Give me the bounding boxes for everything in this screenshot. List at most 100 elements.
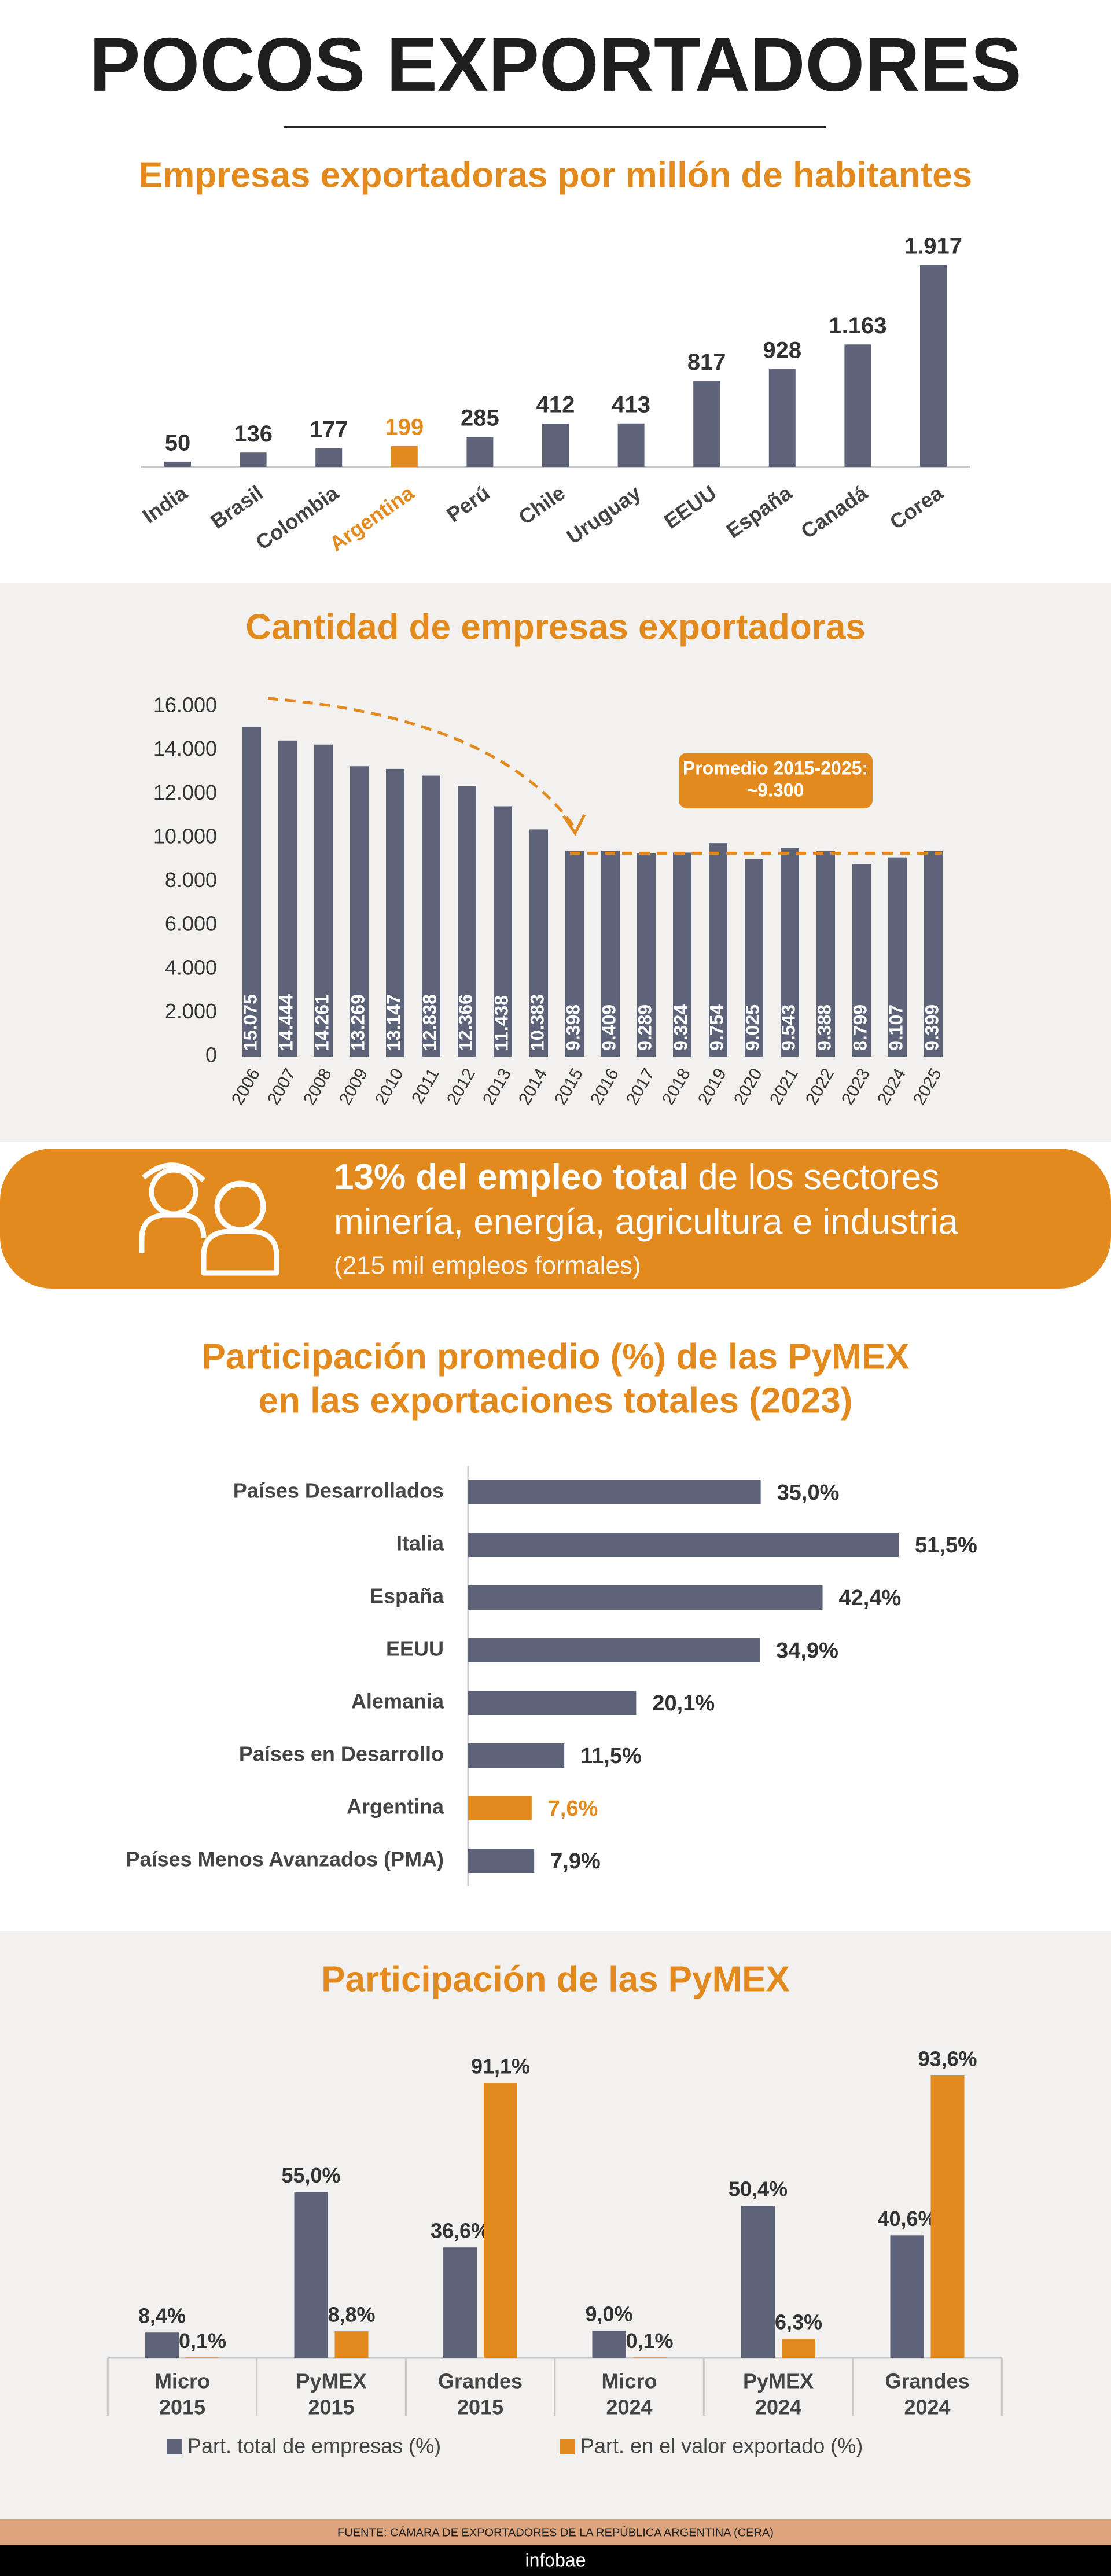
bar — [443, 2247, 477, 2358]
bar — [145, 2332, 179, 2358]
y-tick-label: Países Desarrollados — [233, 1479, 444, 1503]
bar — [741, 2206, 775, 2358]
people-icon — [139, 1162, 279, 1276]
y-tick-label: Países en Desarrollo — [239, 1742, 444, 1766]
chart-title: Participación de las PyMEX — [321, 1959, 790, 1999]
value-label: 10.383 — [527, 994, 547, 1051]
value-label: 9.398 — [562, 1004, 583, 1051]
value-label: 13.147 — [383, 994, 404, 1051]
value-label: 7,6% — [548, 1797, 598, 1821]
value-label: 9.388 — [814, 1004, 834, 1051]
bar — [458, 786, 476, 1057]
bar — [468, 1796, 532, 1820]
y-tick-label: 14.000 — [153, 737, 217, 760]
brand: infobae — [525, 2549, 586, 2570]
y-tick-label: 2.000 — [165, 999, 217, 1023]
x-tick-label: 2024 — [904, 2395, 950, 2419]
bar — [920, 265, 947, 467]
value-label: 9.543 — [778, 1004, 799, 1051]
bar — [334, 2331, 369, 2358]
bar — [816, 851, 835, 1057]
bar — [637, 853, 656, 1057]
bar — [494, 806, 512, 1057]
bar — [314, 744, 333, 1057]
value-label: 51,5% — [915, 1533, 977, 1558]
y-tick-label: 8.000 — [165, 868, 217, 892]
bar — [782, 2339, 815, 2358]
arrow-head — [562, 814, 586, 836]
x-tick-label: PyMEX — [743, 2369, 814, 2393]
x-tick-label: PyMEX — [296, 2369, 366, 2393]
y-tick-label: España — [370, 1584, 444, 1608]
bar — [391, 446, 418, 467]
legend-label: Part. en el valor exportado (%) — [580, 2434, 863, 2458]
bar — [350, 766, 369, 1057]
bar — [930, 2075, 965, 2358]
value-label: 9.754 — [706, 1004, 727, 1051]
y-tick-label: 0 — [205, 1043, 217, 1067]
value-label: 15.075 — [240, 994, 260, 1051]
value-label: 1.917 — [904, 234, 962, 259]
value-label: 93,6% — [918, 2047, 977, 2071]
section-bg — [0, 1931, 1111, 2519]
bar — [422, 775, 440, 1057]
value-label: 0,1% — [179, 2329, 226, 2353]
value-label: 285 — [461, 406, 499, 431]
y-tick-label: Países Menos Avanzados (PMA) — [126, 1848, 444, 1871]
value-label: 50 — [165, 430, 191, 455]
banner-line: 13% del empleo total de los sectores — [334, 1157, 939, 1197]
value-label: 14.261 — [311, 994, 332, 1051]
y-tick-label: Alemania — [351, 1690, 444, 1713]
bar — [468, 1743, 565, 1768]
bar — [315, 448, 343, 467]
value-label: 0,1% — [626, 2329, 673, 2353]
annotation-box — [679, 753, 873, 808]
bar — [466, 437, 494, 467]
value-label: 817 — [687, 349, 726, 375]
y-tick-label: 12.000 — [153, 781, 217, 804]
x-tick-label: 2015 — [308, 2395, 354, 2419]
bar — [617, 423, 645, 467]
legend-swatch — [560, 2439, 575, 2454]
source: FUENTE: CÁMARA DE EXPORTADORES DE LA REP… — [337, 2526, 774, 2539]
bar — [781, 848, 799, 1057]
section-bg — [0, 583, 1111, 1142]
y-tick-label: EEUU — [386, 1637, 444, 1661]
footer-bar — [0, 2545, 1111, 2576]
y-tick-label: Argentina — [347, 1795, 444, 1819]
bar — [890, 2235, 924, 2358]
value-label: 11,5% — [580, 1744, 642, 1768]
value-label: 177 — [310, 417, 348, 442]
bar — [468, 1638, 760, 1662]
annotation: Promedio 2015-2025: — [683, 757, 868, 778]
banner-text: de los sectores — [698, 1157, 939, 1197]
bar — [592, 2331, 626, 2358]
x-tick-label: 2015 — [457, 2395, 503, 2419]
bar — [542, 423, 569, 467]
trend-arrow — [267, 697, 577, 830]
x-tick-label: 2024 — [755, 2395, 801, 2419]
y-tick-label: Italia — [396, 1532, 444, 1555]
value-label: 6,3% — [775, 2310, 822, 2334]
x-tick-label: 2024 — [606, 2395, 652, 2419]
bar — [240, 452, 267, 467]
bar — [601, 851, 620, 1057]
y-tick-label: 6.000 — [165, 912, 217, 936]
legend-label: Part. total de empresas (%) — [187, 2434, 441, 2458]
value-label: 136 — [234, 421, 273, 447]
chart-title: Cantidad de empresas exportadoras — [245, 607, 866, 647]
value-label: 13.269 — [347, 994, 368, 1051]
y-tick-label: 4.000 — [165, 955, 217, 979]
value-label: 11.438 — [491, 995, 512, 1051]
value-label: 12.838 — [419, 994, 440, 1051]
bar — [768, 369, 796, 467]
value-label: 8,8% — [328, 2303, 375, 2327]
bar — [924, 851, 943, 1057]
value-label: 35,0% — [777, 1481, 840, 1505]
banner-highlight: 13% del empleo total — [334, 1157, 689, 1197]
value-label: 91,1% — [471, 2055, 530, 2078]
x-tick-label: Micro — [601, 2369, 657, 2393]
value-label: 9.409 — [598, 1004, 619, 1051]
x-tick-label: 2015 — [159, 2395, 205, 2419]
value-label: 9.324 — [670, 1004, 691, 1051]
